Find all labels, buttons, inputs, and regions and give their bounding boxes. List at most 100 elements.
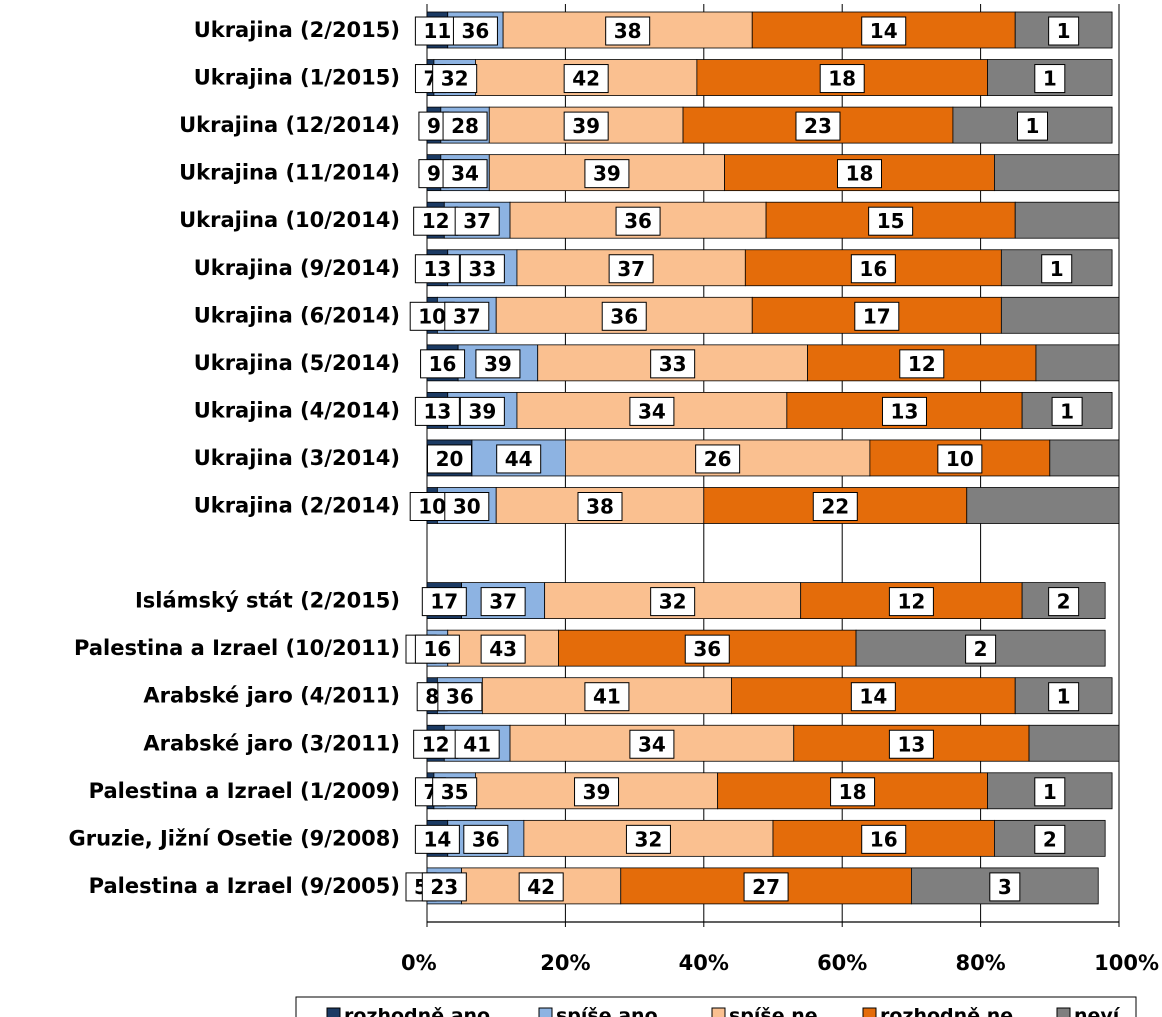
data-label-box xyxy=(684,634,730,664)
category-label: Ukrajina (10/2014) xyxy=(179,208,400,232)
data-label-box xyxy=(605,16,651,46)
data-label: 34 xyxy=(638,399,666,423)
data-label: 18 xyxy=(839,780,867,804)
data-label-box xyxy=(850,682,896,712)
data-label-box xyxy=(1051,396,1083,426)
category-label: Ukrajina (12/2014) xyxy=(179,113,400,137)
category-label: Ukrajina (4/2014) xyxy=(194,398,400,422)
data-label-box xyxy=(414,396,460,426)
data-label-box xyxy=(459,254,505,284)
data-label-box xyxy=(850,254,896,284)
bar-segment xyxy=(1035,344,1120,382)
data-label: 13 xyxy=(423,257,451,281)
legend-label: rozhodně ano xyxy=(344,1005,490,1017)
data-label-box xyxy=(421,872,467,902)
data-label-box xyxy=(1034,777,1066,807)
data-label: 14 xyxy=(423,827,451,851)
data-label: 10 xyxy=(946,447,974,471)
data-label-box xyxy=(743,872,789,902)
data-label: 1 xyxy=(1043,67,1057,91)
data-label: 11 xyxy=(423,19,451,43)
data-label-box xyxy=(421,587,467,617)
data-label-box xyxy=(459,396,505,426)
data-label: 34 xyxy=(451,162,479,186)
data-label-box xyxy=(601,301,647,331)
data-label: 16 xyxy=(870,827,898,851)
data-label-box xyxy=(518,872,564,902)
data-label: 26 xyxy=(704,447,732,471)
data-label-box xyxy=(1048,16,1080,46)
legend-swatch xyxy=(862,1007,877,1017)
data-label: 1 xyxy=(1057,19,1071,43)
data-label: 17 xyxy=(863,304,891,328)
data-label: 44 xyxy=(505,447,533,471)
data-label: 16 xyxy=(429,352,457,376)
category-label: Ukrajina (5/2014) xyxy=(194,351,400,375)
data-label: 42 xyxy=(527,875,555,899)
category-label: Ukrajina (2/2014) xyxy=(194,494,400,518)
data-label: 28 xyxy=(451,114,479,138)
data-label: 41 xyxy=(463,732,491,756)
data-label-box xyxy=(1041,254,1073,284)
category-label: Gruzie, Jižní Osetie (9/2008) xyxy=(69,826,401,850)
data-label: 12 xyxy=(908,352,936,376)
x-tick-label: 20% xyxy=(540,951,590,975)
data-label: 41 xyxy=(593,685,621,709)
data-label-box xyxy=(861,16,907,46)
legend-label: rozhodně ne xyxy=(880,1005,1013,1017)
data-label-box xyxy=(1034,824,1066,854)
data-label: 1 xyxy=(1050,257,1064,281)
data-label: 18 xyxy=(846,162,874,186)
x-tick-label: 80% xyxy=(955,951,1005,975)
data-label: 30 xyxy=(453,495,481,519)
data-label: 2 xyxy=(1057,590,1071,614)
data-label: 1 xyxy=(1026,114,1040,138)
x-tick-label: 100% xyxy=(1094,951,1159,975)
data-label: 1 xyxy=(1057,685,1071,709)
data-label-box xyxy=(650,349,696,379)
data-label-box xyxy=(965,634,997,664)
data-label-box xyxy=(480,634,526,664)
data-label-box xyxy=(463,824,509,854)
data-label-box xyxy=(437,682,483,712)
category-label: Palestina a Izrael (10/2011) xyxy=(74,636,400,660)
data-label: 36 xyxy=(610,304,638,328)
data-label: 12 xyxy=(422,732,450,756)
data-label-box xyxy=(414,254,460,284)
data-label: 23 xyxy=(430,875,458,899)
data-label-box xyxy=(899,349,945,379)
data-label-box xyxy=(577,492,623,521)
category-labels: Ukrajina (2/2015) Ukrajina (1/2015) Ukraji… xyxy=(69,18,401,898)
data-label-box xyxy=(854,301,900,331)
data-label: 32 xyxy=(659,590,687,614)
bar-segment xyxy=(1014,201,1120,239)
data-label-box xyxy=(1048,587,1080,617)
category-label: Islámský stát (2/2015) xyxy=(135,589,400,613)
data-label: 2 xyxy=(974,637,988,661)
data-label: 17 xyxy=(430,590,458,614)
data-label: 9 xyxy=(427,114,441,138)
data-label-box xyxy=(420,349,466,379)
data-label: 36 xyxy=(472,827,500,851)
category-label: Ukrajina (11/2014) xyxy=(179,161,400,185)
legend-swatch xyxy=(538,1007,553,1017)
data-label-box xyxy=(414,634,460,664)
x-tick-labels: 0% 20% 40% 60% 80% 100% xyxy=(401,951,1159,975)
data-label: 8 xyxy=(425,685,439,709)
data-label: 14 xyxy=(870,19,898,43)
data-label: 36 xyxy=(446,685,474,709)
category-label: Ukrajina (3/2014) xyxy=(194,446,400,470)
legend-box xyxy=(295,996,1137,1017)
data-label: 1 xyxy=(1043,780,1057,804)
data-label: 13 xyxy=(897,732,925,756)
data-label-box xyxy=(475,349,521,379)
data-label: 43 xyxy=(489,637,517,661)
data-label-box xyxy=(442,159,488,189)
data-label-box xyxy=(584,682,630,712)
data-label-box xyxy=(414,16,460,46)
data-label-box xyxy=(444,301,490,331)
data-label: 38 xyxy=(586,495,614,519)
data-label: 10 xyxy=(418,495,446,519)
